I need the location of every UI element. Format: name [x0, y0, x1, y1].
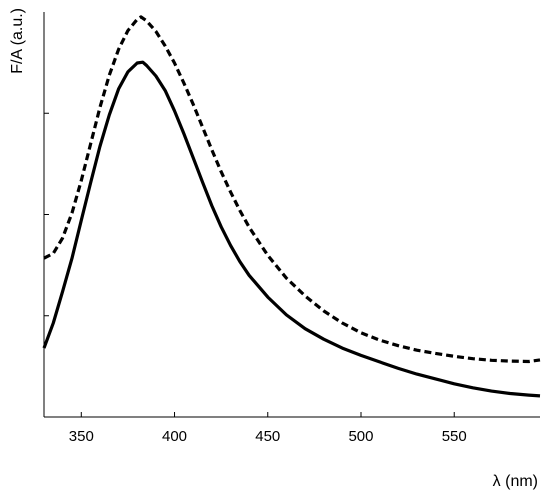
series-layer	[42, 15, 541, 398]
x-tick-label: 350	[69, 428, 94, 445]
axes: 350 400 450 500 550	[43, 12, 540, 445]
y-axis-label: F/A (a.u.)	[9, 8, 26, 74]
x-tick-label: 550	[442, 428, 467, 445]
x-tick-label: 450	[255, 428, 280, 445]
x-axis-label: λ (nm)	[493, 473, 538, 490]
dashed-series-line	[43, 15, 541, 364]
solid-series-line	[42, 60, 541, 398]
x-tick-label: 400	[162, 428, 187, 445]
x-tick-label: 500	[348, 428, 373, 445]
